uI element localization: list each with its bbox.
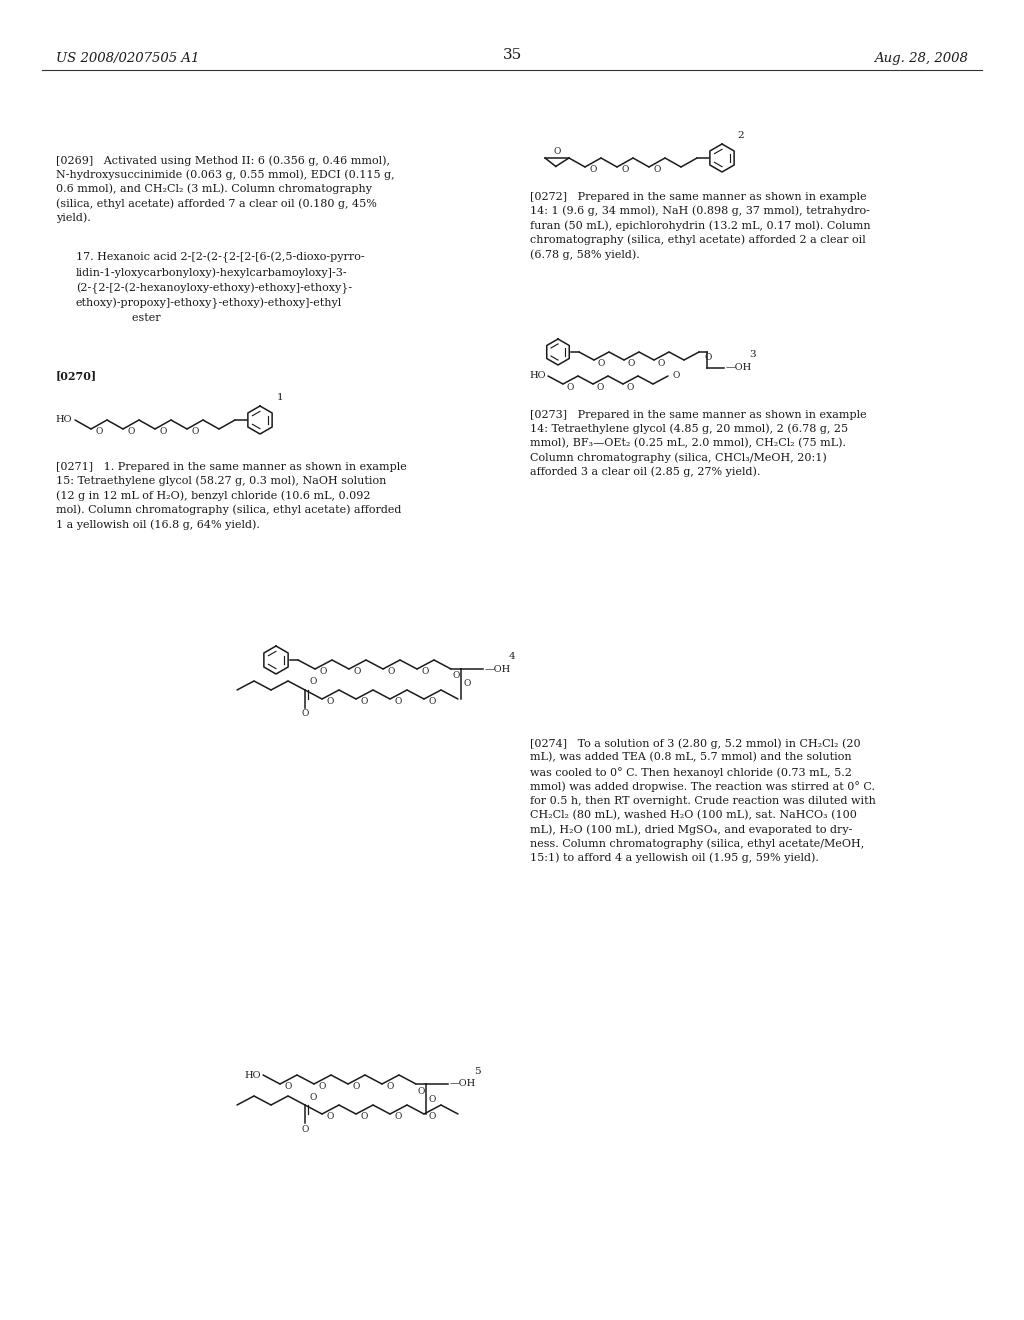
Text: HO: HO <box>529 371 546 380</box>
Text: [0272]   Prepared in the same manner as shown in example
14: 1 (9.6 g, 34 mmol),: [0272] Prepared in the same manner as sh… <box>530 191 870 260</box>
Text: O: O <box>628 359 635 367</box>
Text: O: O <box>598 359 605 367</box>
Text: —OH: —OH <box>726 363 753 372</box>
Text: O: O <box>191 426 199 436</box>
Text: [0270]: [0270] <box>56 370 97 381</box>
Text: O: O <box>319 667 328 676</box>
Text: O: O <box>127 426 135 436</box>
Text: O: O <box>310 1093 317 1101</box>
Text: O: O <box>622 165 629 174</box>
Text: O: O <box>657 359 666 367</box>
Text: HO: HO <box>245 1071 261 1080</box>
Text: O: O <box>705 354 712 363</box>
Text: O: O <box>301 1125 308 1134</box>
Text: 4: 4 <box>509 652 516 661</box>
Text: [0274]   To a solution of 3 (2.80 g, 5.2 mmol) in CH₂Cl₂ (20
mL), was added TEA : [0274] To a solution of 3 (2.80 g, 5.2 m… <box>530 738 876 863</box>
Text: 17. Hexanoic acid 2-[2-(2-{2-[2-[6-(2,5-dioxo-pyrro-
lidin-1-yloxycarbonyloxy)-h: 17. Hexanoic acid 2-[2-(2-{2-[2-[6-(2,5-… <box>76 252 365 323</box>
Text: [0271]   1. Prepared in the same manner as shown in example
15: Tetraethylene gl: [0271] 1. Prepared in the same manner as… <box>56 462 407 529</box>
Text: O: O <box>388 667 395 676</box>
Text: O: O <box>395 697 402 706</box>
Text: O: O <box>285 1082 292 1092</box>
Text: O: O <box>429 1111 436 1121</box>
Text: [0273]   Prepared in the same manner as shown in example
14: Tetraethylene glyco: [0273] Prepared in the same manner as sh… <box>530 411 866 478</box>
Text: O: O <box>653 165 660 174</box>
Text: O: O <box>627 383 634 392</box>
Text: US 2008/0207505 A1: US 2008/0207505 A1 <box>56 51 200 65</box>
Text: O: O <box>673 371 680 380</box>
Text: O: O <box>327 697 334 706</box>
Text: O: O <box>310 677 317 686</box>
Text: O: O <box>395 1111 402 1121</box>
Text: O: O <box>387 1082 394 1092</box>
Text: O: O <box>567 383 574 392</box>
Text: —OH: —OH <box>450 1080 476 1089</box>
Text: 5: 5 <box>474 1067 480 1076</box>
Text: O: O <box>301 710 308 718</box>
Text: O: O <box>360 697 369 706</box>
Text: O: O <box>354 667 361 676</box>
Text: 1: 1 <box>278 393 284 403</box>
Text: O: O <box>360 1111 369 1121</box>
Text: O: O <box>422 667 429 676</box>
Text: O: O <box>590 165 597 174</box>
Text: O: O <box>318 1082 327 1092</box>
Text: 35: 35 <box>503 48 521 62</box>
Text: O: O <box>463 680 471 689</box>
Text: O: O <box>597 383 604 392</box>
Text: [0269]   Activated using Method II: 6 (0.356 g, 0.46 mmol),
N-hydroxysuccinimide: [0269] Activated using Method II: 6 (0.3… <box>56 154 394 223</box>
Text: O: O <box>418 1086 425 1096</box>
Text: O: O <box>429 697 436 706</box>
Text: O: O <box>428 1094 435 1104</box>
Text: 3: 3 <box>749 350 756 359</box>
Text: O: O <box>327 1111 334 1121</box>
Text: —OH: —OH <box>485 664 511 673</box>
Text: O: O <box>553 147 561 156</box>
Text: O: O <box>353 1082 360 1092</box>
Text: Aug. 28, 2008: Aug. 28, 2008 <box>874 51 968 65</box>
Text: O: O <box>453 672 460 681</box>
Text: O: O <box>95 426 102 436</box>
Text: O: O <box>160 426 167 436</box>
Text: 2: 2 <box>737 131 743 140</box>
Text: HO: HO <box>55 416 72 425</box>
